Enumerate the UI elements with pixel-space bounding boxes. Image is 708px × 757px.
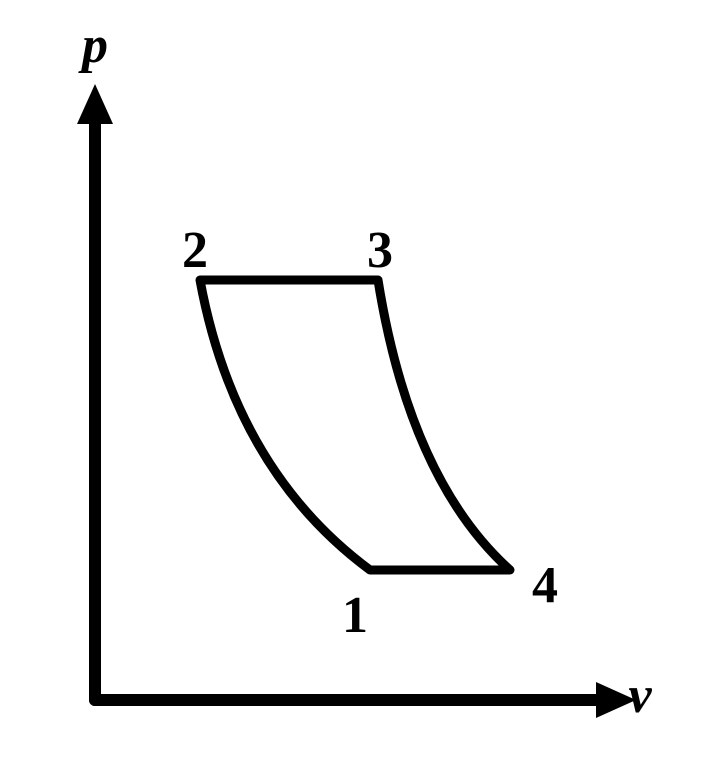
point-4-label: 4: [532, 557, 558, 614]
cycle-path: [200, 280, 510, 570]
point-2-label: 2: [182, 222, 208, 279]
y-axis-label: p: [78, 17, 108, 74]
point-3-label: 3: [367, 222, 393, 279]
y-axis-arrowhead: [77, 84, 113, 124]
point-1-label: 1: [342, 587, 368, 644]
x-axis-label: v: [628, 667, 652, 724]
pv-diagram: p v 1 2 3 4: [0, 0, 708, 757]
